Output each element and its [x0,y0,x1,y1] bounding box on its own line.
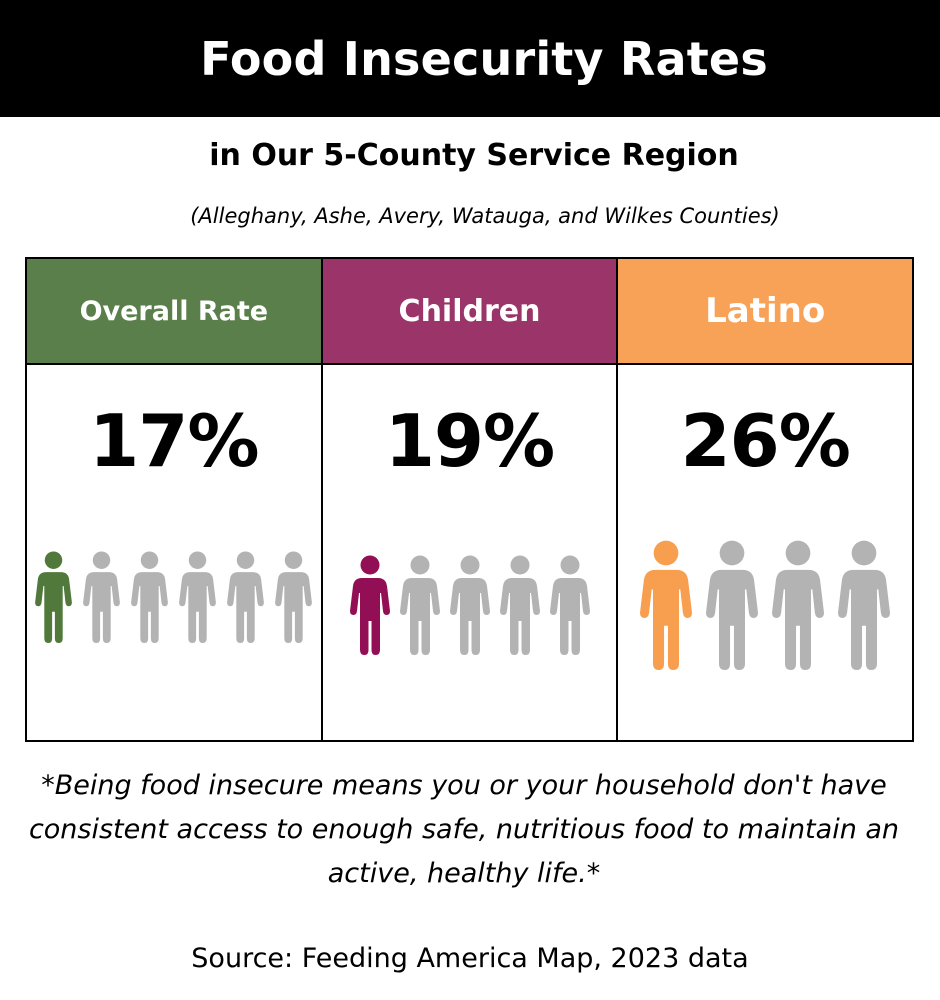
overall-people-icons [27,551,321,643]
person-icon [349,555,390,655]
person-icon [772,540,825,670]
children-column: Children 19% [320,259,617,740]
person-icon [549,555,590,655]
person-icon [227,551,265,643]
person-icon [640,540,693,670]
children-header: Children [322,259,617,365]
person-icon [706,540,759,670]
person-icon [35,551,73,643]
source-citation: Source: Feeding America Map, 2023 data [191,943,749,974]
children-label: Children [398,293,541,329]
overall-header: Overall Rate [27,259,321,365]
counties-list: (Alleghany, Ashe, Avery, Watauga, and Wi… [190,204,780,228]
person-icon [399,555,440,655]
person-icon [179,551,217,643]
person-icon [838,540,891,670]
overall-column: Overall Rate 17% [27,259,321,740]
page-title: Food Insecurity Rates [200,31,768,86]
person-icon [275,551,313,643]
latino-label: Latino [705,291,826,331]
latino-column: Latino 26% [616,259,913,740]
latino-people-icons [618,540,912,670]
latino-value: 26% [680,399,851,483]
overall-label: Overall Rate [79,295,269,327]
person-icon [449,555,490,655]
title-bar: Food Insecurity Rates [0,0,940,117]
definition-note: *Being food insecure means you or your h… [28,770,900,889]
person-icon [499,555,540,655]
subtitle: in Our 5-County Service Region [209,138,739,173]
latino-header: Latino [618,259,913,365]
person-icon [83,551,121,643]
children-people-icons [323,551,617,659]
children-value: 19% [384,399,555,483]
overall-value: 17% [89,399,259,483]
person-icon [131,551,169,643]
rates-table: Overall Rate 17% Children 19% Latino 26% [25,257,914,742]
